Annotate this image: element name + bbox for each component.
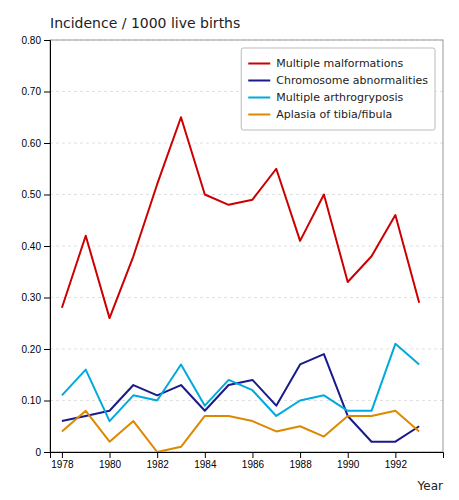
legend-item: Aplasia of tibia/fibula (248, 108, 392, 121)
legend-swatch (248, 97, 270, 99)
legend-swatch (248, 63, 270, 65)
y-tick-mark (44, 401, 50, 402)
x-tick-label: 1986 (242, 459, 265, 470)
grid-line (50, 400, 443, 401)
grid-line (50, 349, 443, 350)
y-tick-mark (44, 143, 50, 144)
y-tick-label: 0.30 (22, 292, 42, 303)
legend-swatch (248, 80, 270, 82)
y-tick-mark (44, 349, 50, 350)
grid-line (50, 246, 443, 247)
x-tick-label: 1980 (99, 459, 122, 470)
chart-title: Incidence / 1000 live births (50, 15, 240, 31)
x-tick-label: 1988 (289, 459, 312, 470)
y-tick-label: 0.40 (22, 241, 42, 252)
chart-container: 1978 1980 1982 1984 1986 1988 1990 1992 0 0.10 0.2… (0, 0, 459, 500)
legend-item: Multiple malformations (248, 57, 403, 70)
series-line (62, 411, 419, 452)
x-tick-mark (348, 452, 349, 458)
x-tick: 1988 (289, 452, 312, 470)
y-tick-mark (44, 195, 50, 196)
x-tick-mark (395, 452, 396, 458)
x-tick-label: 1984 (194, 459, 217, 470)
x-tick-mark (62, 452, 63, 458)
y-tick-label: 0.60 (22, 138, 42, 149)
series-line (62, 117, 419, 318)
y-tick: 0.30 (22, 292, 50, 303)
y-tick: 0.20 (22, 344, 50, 355)
y-tick-label: 0 (35, 447, 41, 458)
legend-label: Chromosome abnormalities (276, 74, 428, 87)
plot-area: 1978 1980 1982 1984 1986 1988 1990 1992 0 0.10 0.2… (22, 35, 444, 470)
legend-item: Chromosome abnormalities (248, 74, 428, 87)
legend-item: Multiple arthrogryposis (248, 91, 403, 104)
y-tick: 0 (35, 447, 50, 458)
x-tick: 1984 (194, 452, 217, 470)
x-tick: 1992 (385, 452, 408, 470)
y-tick-mark (44, 40, 50, 41)
y-tick-label: 0.10 (22, 395, 42, 406)
x-tick-label: 1978 (51, 459, 74, 470)
y-tick-label: 0.20 (22, 344, 42, 355)
y-tick-label: 0.80 (22, 35, 42, 46)
grid-line (50, 143, 443, 144)
legend-box (241, 48, 435, 130)
x-tick-label: 1982 (147, 459, 170, 470)
y-tick: 0.80 (22, 35, 50, 46)
y-tick-mark (44, 246, 50, 247)
y-tick-mark (44, 298, 50, 299)
y-tick-mark (44, 452, 50, 453)
x-tick-label: 1992 (385, 459, 408, 470)
y-tick-label: 0.50 (22, 189, 42, 200)
y-axis-line (44, 41, 51, 453)
x-axis: 1978 1980 1982 1984 1986 1988 1990 1992 (51, 452, 444, 470)
grid-line (50, 194, 443, 195)
series-line (62, 354, 419, 442)
x-tick-mark (157, 452, 158, 458)
y-tick: 0.70 (22, 86, 50, 97)
x-tick-mark (300, 452, 301, 458)
y-tick: 0.40 (22, 241, 50, 252)
x-tick-mark (205, 452, 206, 458)
chart-svg: 1978 1980 1982 1984 1986 1988 1990 1992 0 0.10 0.2… (0, 0, 459, 500)
legend-swatch (248, 114, 270, 116)
legend-label: Aplasia of tibia/fibula (276, 108, 392, 121)
y-tick: 0.60 (22, 138, 50, 149)
x-tick: 1990 (337, 452, 360, 470)
y-tick: 0.50 (22, 189, 50, 200)
legend-label: Multiple malformations (276, 57, 403, 70)
y-tick-label: 0.70 (22, 86, 42, 97)
x-axis-line (51, 453, 444, 459)
x-tick-mark (252, 452, 253, 458)
y-tick-mark (44, 92, 50, 93)
legend: Multiple malformations Chromosome abnorma… (241, 48, 435, 130)
y-axis: 0 0.10 0.20 0.30 0.40 0.50 0.60 0.70 0.80 (22, 35, 51, 458)
lines (62, 117, 419, 452)
legend-label: Multiple arthrogryposis (276, 91, 403, 104)
y-grid (50, 40, 443, 452)
x-tick-mark (110, 452, 111, 458)
x-tick: 1982 (147, 452, 170, 470)
series-line (62, 344, 419, 421)
y-tick: 0.10 (22, 395, 50, 406)
x-tick: 1978 (51, 452, 74, 470)
x-tick-label: 1990 (337, 459, 360, 470)
x-tick: 1986 (242, 452, 265, 470)
x-axis-label: Year (417, 479, 443, 493)
grid-line (50, 297, 443, 298)
x-tick: 1980 (99, 452, 122, 470)
plot-frame (50, 40, 443, 452)
